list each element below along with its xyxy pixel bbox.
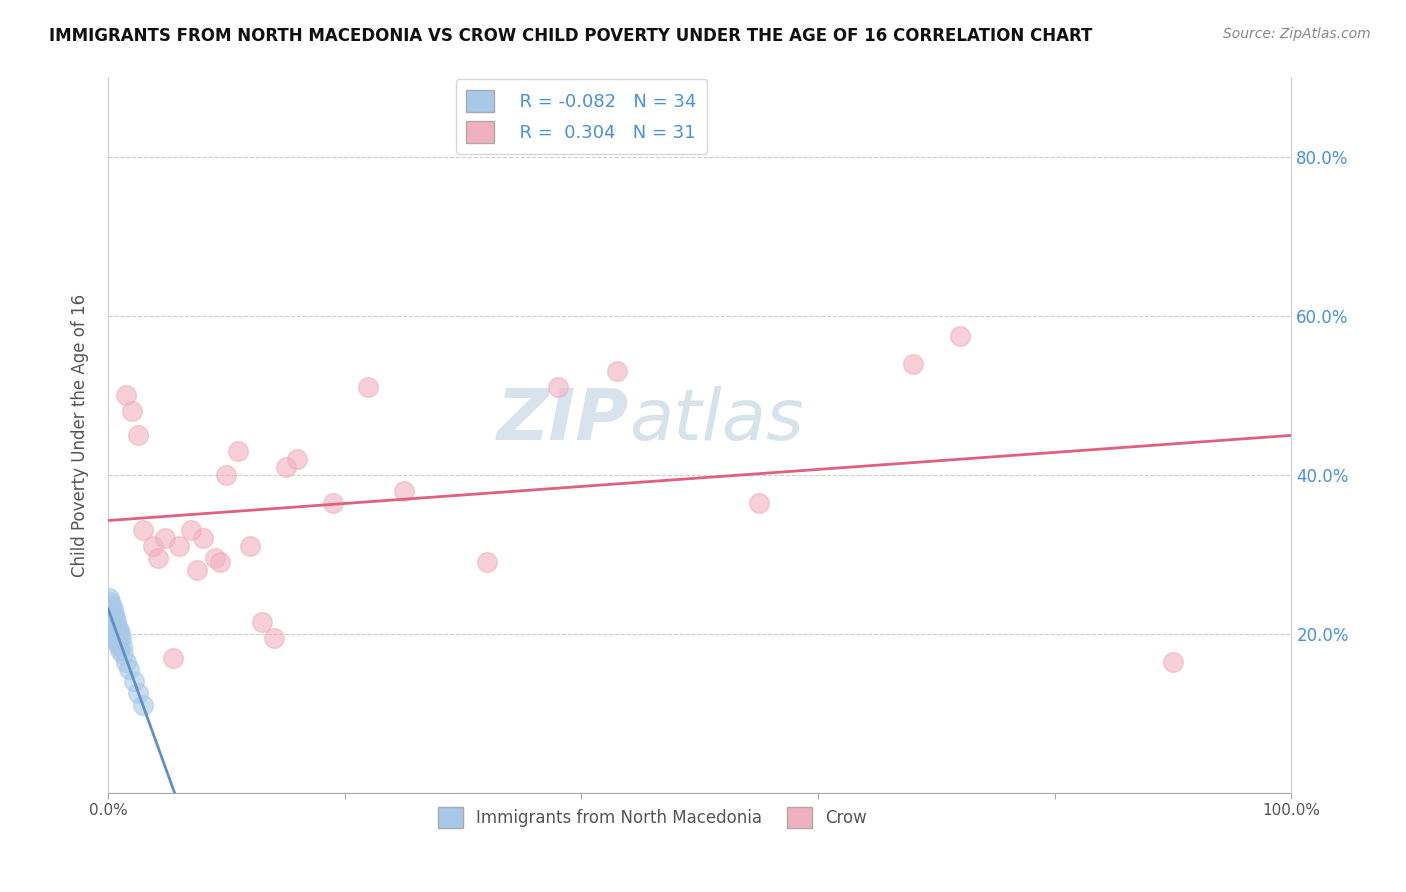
Point xyxy=(357,380,380,394)
Point xyxy=(239,539,262,553)
Point xyxy=(122,674,145,689)
Point xyxy=(118,663,141,677)
Text: atlas: atlas xyxy=(628,386,803,455)
Point xyxy=(180,524,202,538)
Point xyxy=(1161,655,1184,669)
Text: ZIP: ZIP xyxy=(496,386,628,455)
Point xyxy=(949,328,972,343)
Point xyxy=(142,539,165,553)
Point xyxy=(103,619,125,633)
Point xyxy=(162,650,184,665)
Point xyxy=(167,539,190,553)
Point xyxy=(103,607,125,621)
Point xyxy=(215,467,238,482)
Point xyxy=(121,404,143,418)
Point xyxy=(250,615,273,629)
Point xyxy=(146,551,169,566)
Point xyxy=(101,626,124,640)
Point xyxy=(101,603,124,617)
Point xyxy=(392,483,415,498)
Text: IMMIGRANTS FROM NORTH MACEDONIA VS CROW CHILD POVERTY UNDER THE AGE OF 16 CORREL: IMMIGRANTS FROM NORTH MACEDONIA VS CROW … xyxy=(49,27,1092,45)
Point xyxy=(274,459,297,474)
Point xyxy=(110,631,132,645)
Point xyxy=(107,634,129,648)
Point xyxy=(132,524,155,538)
Point xyxy=(112,647,135,661)
Point xyxy=(186,563,208,577)
Point xyxy=(322,495,344,509)
Point xyxy=(98,615,121,629)
Point xyxy=(100,611,122,625)
Point xyxy=(98,595,121,609)
Point xyxy=(547,380,569,394)
Point xyxy=(108,642,131,657)
Point xyxy=(901,357,924,371)
Y-axis label: Child Poverty Under the Age of 16: Child Poverty Under the Age of 16 xyxy=(72,293,89,576)
Point xyxy=(132,698,155,713)
Point xyxy=(153,532,176,546)
Point xyxy=(114,655,136,669)
Legend: Immigrants from North Macedonia, Crow: Immigrants from North Macedonia, Crow xyxy=(432,801,873,834)
Point xyxy=(111,639,134,653)
Point xyxy=(285,451,308,466)
Point xyxy=(475,555,498,569)
Point xyxy=(105,615,128,629)
Point xyxy=(107,619,129,633)
Point xyxy=(104,626,127,640)
Point xyxy=(98,603,121,617)
Point xyxy=(98,619,121,633)
Point xyxy=(98,591,121,605)
Point xyxy=(191,532,214,546)
Point xyxy=(204,551,226,566)
Point xyxy=(98,631,121,645)
Point xyxy=(114,388,136,402)
Point xyxy=(606,364,628,378)
Point xyxy=(127,686,149,700)
Point xyxy=(263,631,285,645)
Point xyxy=(100,623,122,637)
Point xyxy=(98,607,121,621)
Point xyxy=(101,615,124,629)
Point xyxy=(100,599,122,613)
Point xyxy=(104,611,127,625)
Point xyxy=(107,639,129,653)
Point xyxy=(226,444,249,458)
Point xyxy=(105,631,128,645)
Point xyxy=(108,626,131,640)
Point xyxy=(748,495,770,509)
Point xyxy=(103,631,125,645)
Point xyxy=(107,623,129,637)
Text: Source: ZipAtlas.com: Source: ZipAtlas.com xyxy=(1223,27,1371,41)
Point xyxy=(127,428,149,442)
Point xyxy=(209,555,232,569)
